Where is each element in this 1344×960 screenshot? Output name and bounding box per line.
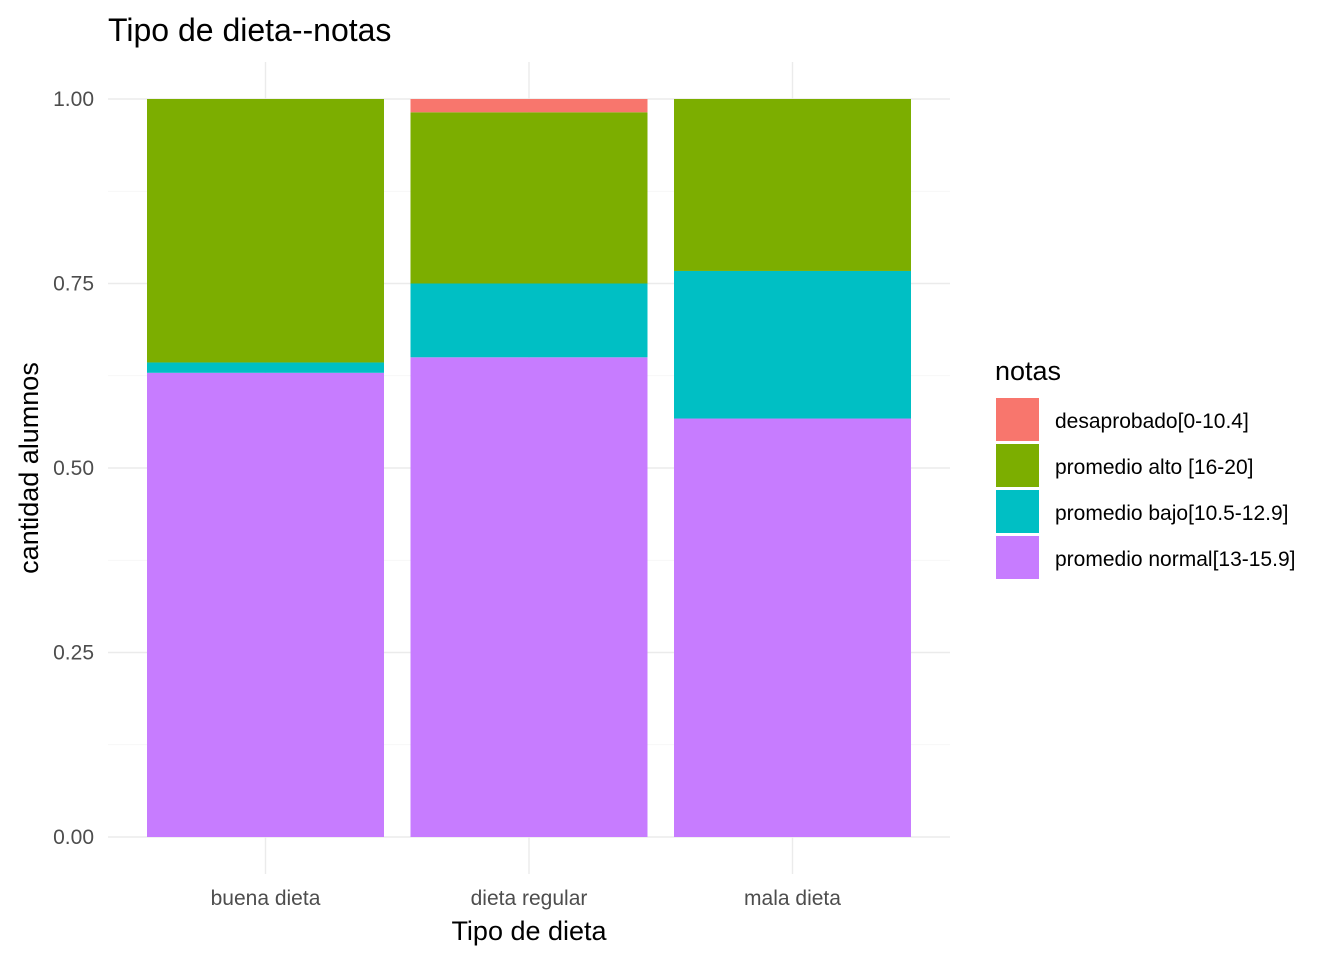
x-axis-title: Tipo de dieta [451, 916, 607, 946]
y-tick-label: 0.00 [53, 826, 94, 849]
y-tick-labels: 0.00 0.25 0.50 0.75 1.00 [53, 88, 94, 849]
bar-segment [674, 270, 911, 419]
legend-swatch [996, 398, 1039, 441]
bar-segment [410, 357, 648, 837]
bar-segment [410, 283, 648, 358]
bar-segment [147, 99, 384, 363]
y-axis-title: cantidad alumnos [14, 362, 44, 574]
legend-swatch [996, 536, 1039, 579]
x-tick-label: mala dieta [744, 887, 841, 910]
legend-label: promedio alto [16-20] [1055, 456, 1253, 479]
y-tick-label: 0.75 [53, 273, 94, 296]
legend-swatch [996, 490, 1039, 533]
chart-title: Tipo de dieta--notas [108, 12, 391, 48]
bar-segment [674, 418, 911, 837]
bar-segment [147, 372, 384, 837]
bar-segment [674, 99, 911, 271]
legend-label: desaprobado[0-10.4] [1055, 410, 1249, 433]
x-tick-label: buena dieta [211, 887, 321, 910]
legend-swatch [996, 444, 1039, 487]
x-tick-labels: buena dieta dieta regular mala dieta [211, 887, 842, 910]
bar-segment [147, 362, 384, 373]
legend-label: promedio normal[13-15.9] [1055, 548, 1295, 571]
bar-segment [410, 99, 648, 113]
legend: notas desaprobado[0-10.4] promedio alto [… [995, 356, 1295, 579]
x-tick-label: dieta regular [471, 887, 588, 910]
bars [147, 99, 911, 837]
legend-label: promedio bajo[10.5-12.9] [1055, 502, 1289, 525]
legend-title: notas [995, 356, 1061, 386]
y-tick-label: 1.00 [53, 88, 94, 111]
y-tick-label: 0.50 [53, 457, 94, 480]
y-tick-label: 0.25 [53, 642, 94, 665]
bar-segment [410, 112, 648, 284]
